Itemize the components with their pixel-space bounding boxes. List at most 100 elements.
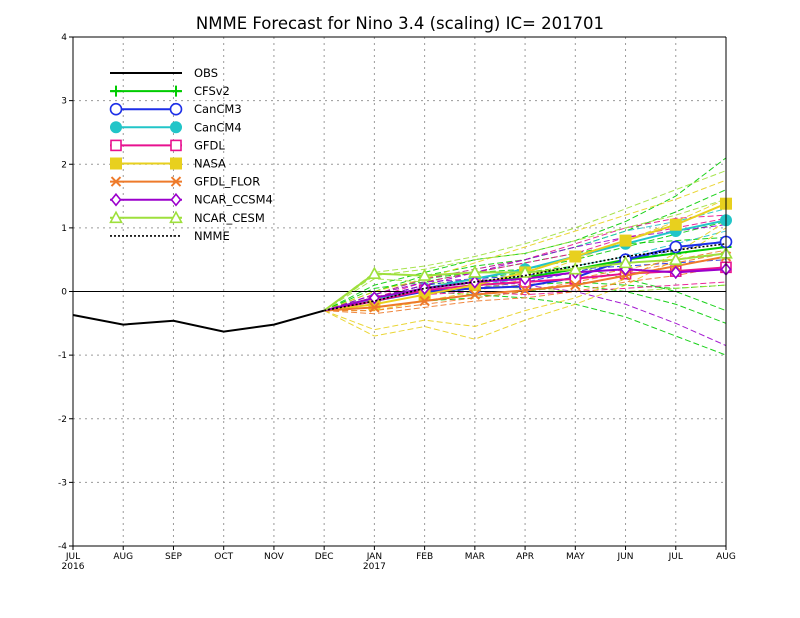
filled-circle-marker	[110, 121, 122, 134]
circle-marker	[669, 240, 683, 254]
diamond-marker	[170, 192, 182, 207]
x-year-label: 2017	[363, 562, 386, 572]
series-line	[324, 242, 727, 312]
x-marker	[170, 176, 182, 187]
legend-label: NASA	[194, 157, 226, 171]
legend-label: OBS	[194, 66, 218, 80]
x-marker	[110, 176, 122, 187]
triangle-marker	[518, 265, 532, 278]
legend-label: CFSv2	[194, 84, 230, 98]
legend-label: NCAR_CESM	[194, 211, 265, 225]
x-tick-label: JUL	[65, 552, 80, 562]
legend-entry: CanCM3	[109, 102, 242, 116]
plus-marker	[170, 85, 182, 97]
legend-label: NMME	[194, 229, 230, 243]
ensemble-member-line	[323, 198, 727, 311]
triangle-marker	[568, 262, 583, 275]
y-tick-label: 3	[61, 97, 67, 107]
filled-square-marker	[569, 250, 582, 263]
legend-entry: GFDL	[110, 138, 225, 152]
triangle-marker	[668, 252, 683, 265]
x-marker	[519, 285, 531, 296]
x-tick-label: JUN	[617, 552, 634, 562]
legend-label: GFDL	[194, 138, 225, 152]
ensemble-member-line	[324, 217, 727, 312]
ensemble-member-line	[323, 221, 727, 331]
legend: OBS CFSv2 CanCM3 CanCM4 GFDL NASA GFDL_FLOR NCA…	[109, 66, 273, 243]
x-tick-label: JAN	[366, 552, 382, 562]
legend-entry: OBS	[110, 66, 218, 80]
ensemble-member-line	[323, 179, 727, 312]
x-tick-label: OCT	[214, 552, 233, 562]
legend-entry: CFSv2	[110, 84, 230, 98]
ensemble-member-line	[323, 170, 727, 311]
filled-square-marker	[619, 234, 632, 247]
triangle-marker	[417, 268, 432, 281]
ensemble-member-line	[323, 236, 727, 312]
ensemble-member-line	[324, 221, 727, 312]
diamond-marker	[419, 281, 431, 296]
y-tick-label: 4	[61, 33, 67, 43]
triangle-marker	[109, 210, 123, 224]
square-marker	[110, 139, 122, 152]
ensemble-member-line	[324, 278, 727, 347]
filled-circle-marker	[170, 121, 182, 134]
ensemble-member-line	[324, 265, 727, 315]
legend-label: NCAR_CCSM4	[194, 193, 273, 207]
circle-marker	[109, 102, 123, 116]
ensemble-member-line	[324, 198, 727, 312]
x-year-label: 2016	[62, 562, 85, 572]
x-tick-label: SEP	[165, 552, 182, 562]
x-marker	[369, 302, 380, 313]
series-obs	[72, 309, 325, 333]
x-tick-label: AUG	[113, 552, 133, 562]
y-tick-label: -1	[58, 351, 67, 361]
triangle-marker	[367, 266, 382, 279]
legend-label: CanCM3	[194, 102, 242, 116]
series-nmme	[324, 242, 727, 312]
plus-marker	[110, 85, 122, 97]
filled-square-marker	[669, 218, 682, 231]
series-line	[72, 309, 325, 333]
model-series	[72, 197, 733, 333]
filled-square-marker	[170, 157, 182, 170]
x-marker	[419, 295, 430, 307]
circle-marker	[169, 102, 183, 116]
chart-title: NMME Forecast for Nino 3.4 (scaling) IC=…	[196, 14, 604, 33]
legend-entry: CanCM4	[110, 120, 242, 134]
legend-label: GFDL_FLOR	[194, 175, 260, 189]
x-tick-label: AUG	[716, 552, 736, 562]
triangle-marker	[169, 210, 183, 224]
legend-entry: NCAR_CESM	[109, 210, 265, 225]
x-marker	[469, 289, 481, 300]
legend-entry: NASA	[110, 157, 226, 171]
y-tick-label: 1	[61, 224, 67, 234]
filled-square-marker	[110, 157, 122, 170]
x-tick-label: MAR	[465, 552, 485, 562]
x-tick-label: MAY	[566, 552, 585, 562]
x-tick-label: JUL	[668, 552, 683, 562]
x-tick-label: APR	[516, 552, 534, 562]
ensemble-member-line	[323, 227, 727, 340]
axes: -4 -3 -2 -1 0 1 2 3 4 JUL AUG SEP OCT NOV DEC JAN FEB MAR…	[58, 33, 736, 572]
ensemble-member-line	[324, 224, 727, 312]
legend-entry: NCAR_CCSM4	[110, 193, 273, 207]
y-tick-label: 2	[61, 160, 67, 170]
x-tick-label: FEB	[416, 552, 433, 562]
y-tick-label: -3	[58, 478, 67, 488]
x-marker	[570, 279, 581, 291]
y-tick-label: -2	[58, 415, 67, 425]
diamond-marker	[110, 192, 122, 207]
legend-entry: GFDL_FLOR	[110, 175, 260, 189]
x-tick-label: NOV	[264, 552, 285, 562]
diamond-marker	[670, 265, 682, 280]
x-tick-label: DEC	[315, 552, 334, 562]
square-marker	[170, 139, 182, 152]
y-tick-label: 0	[61, 288, 67, 298]
legend-entry: NMME	[110, 229, 230, 243]
triangle-marker	[618, 255, 633, 269]
legend-label: CanCM4	[194, 120, 242, 134]
y-tick-label: -4	[58, 542, 67, 552]
triangle-marker	[467, 265, 482, 278]
